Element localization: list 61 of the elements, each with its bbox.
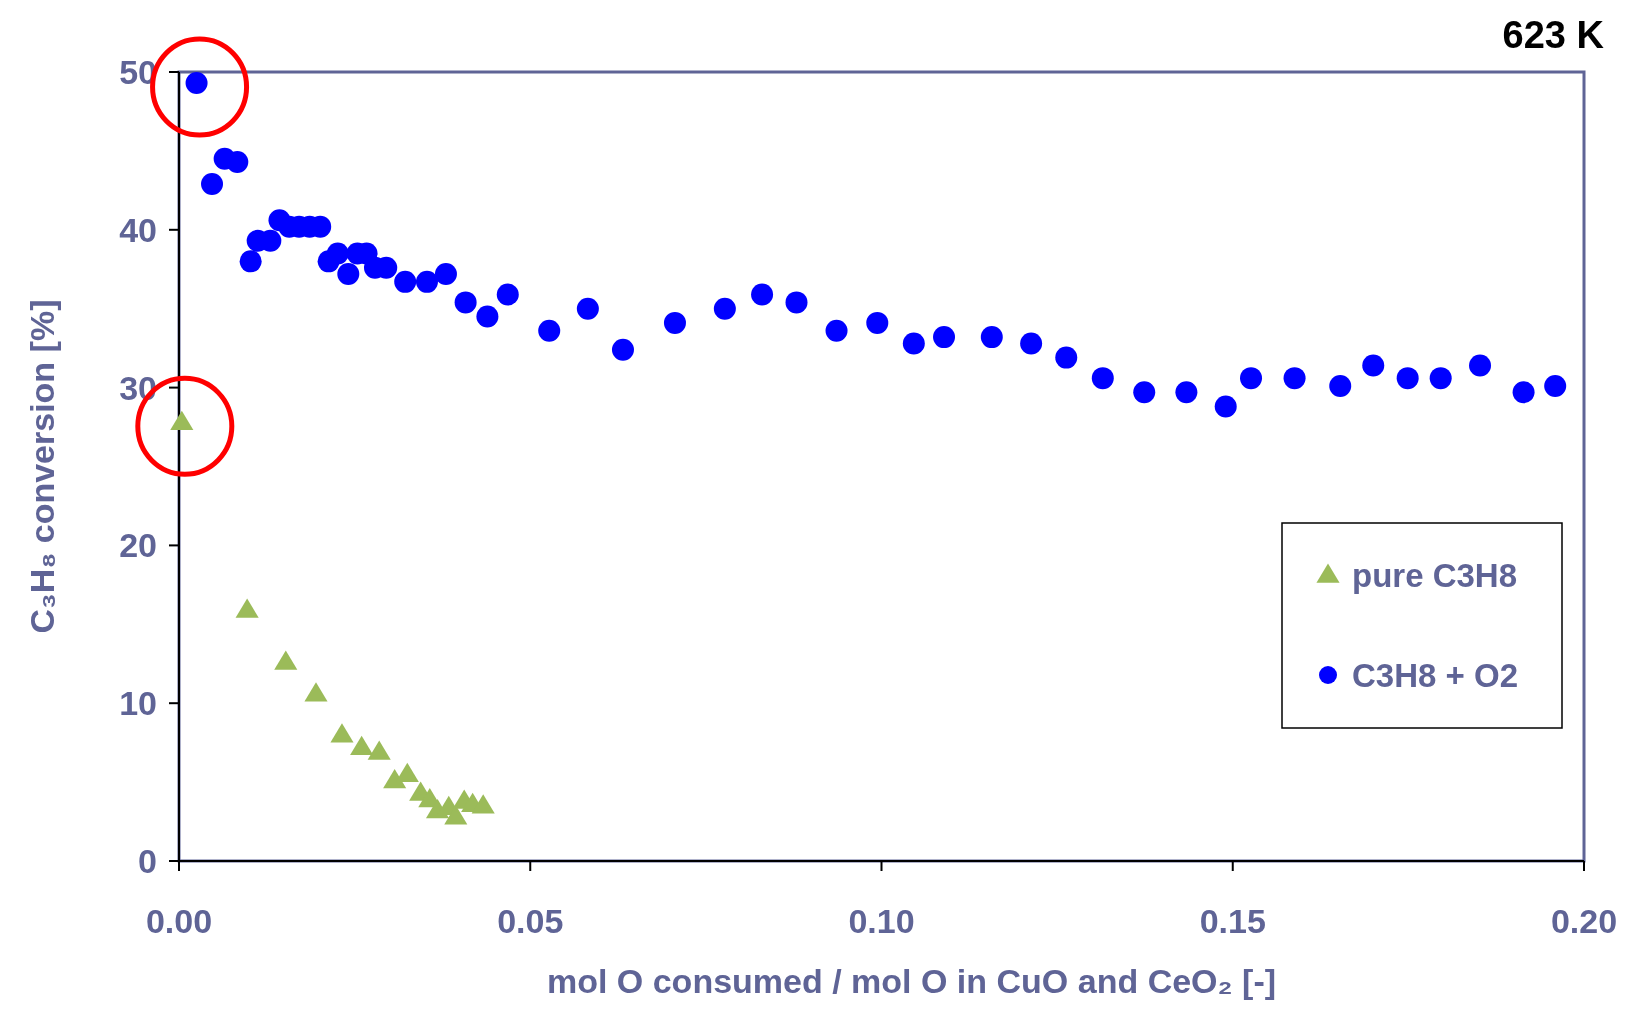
point: [751, 283, 774, 306]
point: [235, 598, 259, 618]
x-tick-label: 0.10: [848, 902, 915, 940]
point: [337, 262, 360, 285]
y-tick-label: 0: [138, 841, 157, 880]
point: [713, 297, 736, 320]
point: [1020, 332, 1043, 355]
point: [785, 291, 808, 314]
point: [1544, 375, 1567, 398]
point: [1055, 346, 1078, 369]
x-tick-label: 0.15: [1199, 902, 1266, 940]
point: [471, 794, 495, 814]
point: [1283, 367, 1306, 390]
point: [434, 262, 457, 285]
point: [367, 740, 391, 760]
y-axis-title: C₃H₈ conversion [%]: [23, 299, 61, 634]
point: [394, 270, 417, 293]
point: [415, 270, 438, 293]
point: [933, 326, 956, 349]
point: [1329, 375, 1352, 398]
point: [1429, 367, 1452, 390]
point: [611, 338, 634, 361]
point: [902, 332, 925, 355]
point: [1512, 381, 1535, 404]
x-tick-label: 0.20: [1550, 902, 1618, 940]
x-tick-label: 0.05: [497, 902, 564, 940]
point: [350, 735, 374, 756]
point: [170, 410, 194, 431]
point: [663, 311, 686, 334]
point: [1362, 354, 1385, 377]
point: [201, 173, 224, 196]
point: [538, 319, 561, 342]
point: [454, 291, 477, 314]
point: [185, 72, 208, 95]
point: [1133, 381, 1156, 404]
point: [1175, 381, 1198, 404]
point: [326, 242, 349, 265]
y-tick-label: 10: [119, 684, 157, 723]
y-tick-label: 40: [119, 210, 157, 249]
legend-label: C3H8 + O2: [1352, 656, 1518, 694]
point: [1469, 354, 1492, 377]
point: [476, 305, 499, 328]
legend-label: pure C3H8: [1352, 556, 1518, 594]
point: [274, 650, 298, 670]
point: [226, 150, 249, 173]
y-tick-label: 20: [119, 526, 157, 565]
x-axis-title: mol O consumed / mol O in CuO and CeO₂ [-]: [546, 962, 1277, 1000]
point: [330, 723, 354, 743]
point: [866, 311, 889, 334]
point: [496, 283, 519, 306]
chart-title: 623 K: [1502, 14, 1605, 56]
point: [304, 682, 328, 702]
point: [239, 250, 262, 273]
point: [980, 326, 1003, 349]
point: [1240, 367, 1263, 390]
point: [825, 319, 848, 342]
point: [1396, 367, 1419, 390]
point: [1091, 367, 1114, 390]
point: [1214, 395, 1237, 418]
point: [576, 297, 599, 320]
x-tick-label: 0.00: [145, 902, 213, 940]
